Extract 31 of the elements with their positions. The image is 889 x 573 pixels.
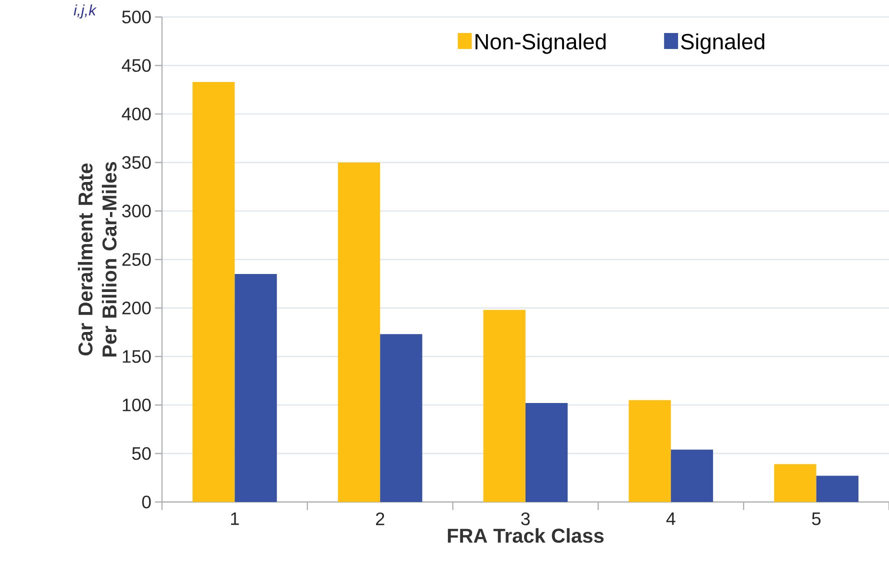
bar <box>380 334 422 502</box>
x-tick-label: 5 <box>812 512 821 526</box>
text: i,j,k <box>74 4 97 18</box>
bar <box>774 464 816 502</box>
legend-label: Signaled <box>681 33 764 54</box>
y-tick-label: 250 <box>122 253 151 266</box>
y-tick-label: 50 <box>132 447 151 460</box>
y-tick-label: 500 <box>122 10 151 24</box>
x-axis-title: FRA Track Class <box>448 528 604 543</box>
y-tick-label: 200 <box>122 302 151 314</box>
y-tick-label: 400 <box>122 108 151 120</box>
bar <box>628 400 671 502</box>
y-tick-label: 450 <box>122 59 151 72</box>
y-tick-label: 150 <box>122 350 151 363</box>
y-axis-title: Car Derailment Rate Per Billion Car-Miles <box>78 162 117 357</box>
bar <box>670 450 714 502</box>
bar <box>192 82 235 502</box>
y-tick-label: 300 <box>122 204 151 218</box>
y-tick-label: 350 <box>122 156 151 169</box>
bar <box>816 476 858 502</box>
y-tick-label: 100 <box>122 398 151 412</box>
y-tick-label: 0 <box>142 496 151 508</box>
x-tick-label: 3 <box>521 512 530 526</box>
legend-label: Non-Signaled <box>476 33 606 54</box>
bar <box>483 310 526 502</box>
bar <box>338 162 380 502</box>
x-tick-label: 2 <box>376 512 384 526</box>
bar <box>526 403 568 502</box>
x-tick-label: 4 <box>666 512 676 525</box>
x-tick-label: 1 <box>231 512 239 525</box>
bar <box>234 274 277 502</box>
